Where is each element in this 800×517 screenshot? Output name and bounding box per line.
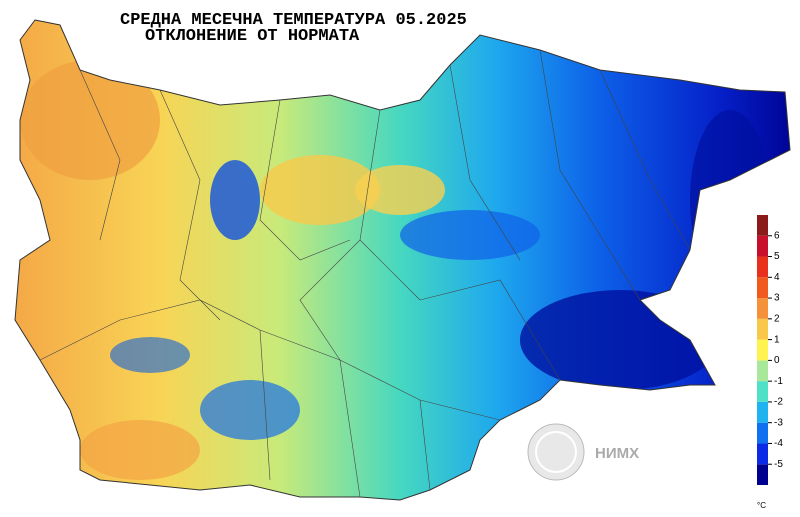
tick-label: 2 bbox=[774, 313, 780, 324]
tick-label: -5 bbox=[774, 459, 783, 470]
title: СРЕДНА МЕСЕЧНА ТЕМПЕРАТУРА 05.2025 bbox=[120, 11, 467, 30]
colorbar-segment bbox=[757, 235, 768, 257]
colorbar-segment bbox=[757, 360, 768, 382]
colorbar-segment bbox=[757, 298, 768, 319]
tick-label: -3 bbox=[774, 417, 783, 428]
colorbar-segment bbox=[757, 422, 768, 444]
unit: °C bbox=[757, 501, 766, 510]
colorbar: 6 5 4 3 2 1 0 -1 -2 -3 -4 -5 bbox=[757, 215, 783, 485]
tick-label: -4 bbox=[774, 438, 783, 449]
tick-label: 0 bbox=[774, 355, 780, 366]
tick-label: -2 bbox=[774, 397, 783, 408]
tick-label: 5 bbox=[774, 251, 780, 262]
colorbar-segment bbox=[757, 277, 768, 299]
colorbar-segment bbox=[757, 401, 768, 423]
tick-label: 3 bbox=[774, 293, 780, 304]
colorbar-segment bbox=[757, 318, 768, 340]
colorbar-segment bbox=[757, 443, 768, 465]
logo: НИМХ bbox=[527, 423, 639, 481]
tick-label: -1 bbox=[774, 376, 783, 387]
colorbar-segment bbox=[757, 381, 768, 402]
colorbar-segment bbox=[757, 339, 768, 361]
tick-label: 4 bbox=[774, 272, 780, 283]
colorbar-segment bbox=[757, 464, 768, 485]
colorbar-segment bbox=[757, 215, 768, 236]
tick-label: 6 bbox=[774, 230, 780, 241]
logo-text: НИМХ bbox=[595, 445, 639, 462]
subtitle: ОТКЛОНЕНИЕ ОТ НОРМАТА bbox=[145, 27, 360, 46]
tick-label: 1 bbox=[774, 334, 780, 345]
district-borders bbox=[39, 49, 691, 498]
colorbar-segment bbox=[757, 256, 768, 278]
